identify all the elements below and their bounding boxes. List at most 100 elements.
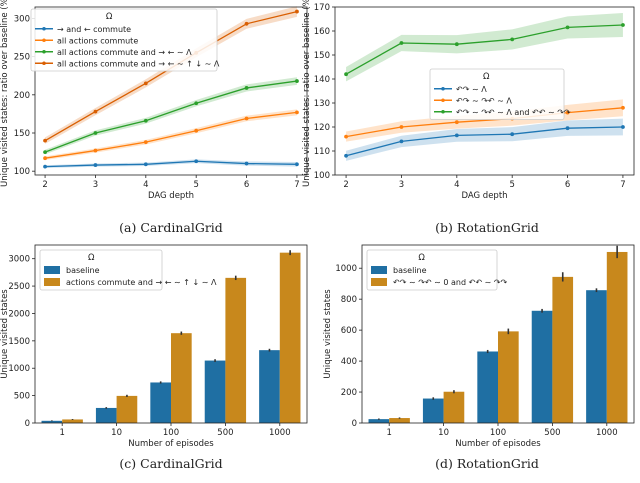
series-2-point	[454, 42, 459, 47]
plot-frame	[334, 6, 635, 176]
y-tick-label: 120	[314, 123, 330, 133]
series-2-point	[43, 150, 47, 154]
series-2-point	[621, 23, 625, 27]
series-0-point	[244, 161, 249, 166]
series-3-point	[295, 9, 299, 14]
series-1-point	[295, 110, 299, 115]
series-0-bar	[531, 310, 553, 423]
series-0-bar	[368, 419, 390, 423]
y-tick-label: 2000	[8, 309, 30, 319]
series-2-point	[143, 118, 148, 123]
x-tick-label: 4	[143, 180, 148, 190]
series-0-bar	[259, 350, 280, 423]
caption-d: (d) RotationGrid	[435, 456, 539, 471]
y-tick-label: 200	[341, 388, 357, 398]
series-2-point	[565, 25, 570, 30]
legend-entry-label: ↶↷ ∼ ↷↶ ∼ Λ and ↶↶ ∼ ↷↷	[455, 108, 571, 117]
x-tick-label: 10	[111, 428, 122, 438]
x-tick-label: 3	[93, 180, 98, 190]
x-axis-label: Number of episodes	[128, 439, 214, 449]
series-1-bar	[606, 251, 628, 423]
series-1-line	[44, 111, 298, 159]
legend-swatch-patch	[44, 266, 60, 274]
x-axis-label: Number of episodes	[455, 439, 541, 449]
legend-entry-label: baseline	[66, 266, 100, 275]
y-tick-label: 160	[314, 27, 330, 37]
series-1-line	[345, 107, 623, 138]
legend-entry-label: → and ← commute	[57, 25, 131, 34]
series-3-point	[43, 138, 47, 143]
y-tick-label: 150	[14, 129, 30, 139]
series-0-point	[454, 133, 459, 138]
series-1-bar	[552, 276, 574, 423]
x-axis-label: DAG depth	[148, 191, 194, 201]
series-1-bar	[443, 391, 465, 423]
x-tick-label: 500	[544, 428, 560, 438]
legend-box	[39, 249, 163, 291]
series-1-point	[143, 140, 148, 145]
series-1-point	[565, 110, 570, 115]
series-1-point	[621, 105, 625, 110]
x-tick-label: 6	[244, 180, 249, 190]
y-tick-label: 400	[341, 357, 357, 367]
legend-entry-label: ↶↷ ∼ Λ	[455, 85, 487, 94]
series-2-point	[344, 72, 348, 77]
series-2-point	[244, 86, 249, 90]
series-1-bar	[498, 331, 519, 423]
legend-title: Ω	[88, 253, 95, 263]
y-tick-label: 1000	[335, 264, 357, 274]
x-tick-label: 7	[294, 180, 299, 190]
y-axis-label: Unique visited states: ratio over baseli…	[302, 0, 312, 187]
y-tick-label: 600	[341, 326, 357, 336]
y-tick-label: 300	[14, 14, 30, 24]
caption-b: (b) RotationGrid	[435, 220, 539, 235]
series-2-point	[93, 131, 98, 135]
series-1-point	[93, 148, 98, 153]
panel-d-rotationgrid-bar-chart: 0 200 400 600 800 1000 1 10 100 500 1000 Number of …	[323, 244, 635, 449]
series-1-bar	[62, 419, 83, 423]
series-3-point	[93, 109, 98, 114]
y-axis-label: Unique visited states: ratio over baseli…	[0, 0, 10, 187]
legend-swatch-patch	[44, 278, 60, 286]
y-tick-label: 1000	[8, 364, 30, 374]
x-tick-label: 2	[42, 180, 47, 190]
panel-a-cardinalgrid-line-chart: 100 150 200 250 300 2 3 4 5 6 7 DAG depth Unique vis…	[0, 0, 308, 201]
y-tick-label: 800	[341, 295, 357, 305]
legend-swatch-marker	[441, 109, 445, 114]
x-tick-label: 5	[193, 180, 198, 190]
series-1-point	[194, 128, 199, 133]
series-0-bar	[95, 407, 117, 423]
legend-box	[429, 68, 565, 120]
legend-entry-label: all actions commute	[57, 36, 138, 45]
x-tick-label: 100	[490, 428, 506, 438]
y-axis-label: Unique visited states	[323, 289, 333, 379]
legend-swatch-marker	[42, 61, 46, 66]
x-tick-label: 1	[59, 428, 64, 438]
series-2-point	[399, 41, 404, 45]
series-0-point	[43, 164, 47, 169]
series-1-bar	[171, 333, 192, 423]
series-0-point	[565, 126, 570, 131]
y-tick-label: 1500	[8, 337, 30, 347]
legend-title: Ω	[418, 253, 425, 263]
series-0-bar	[586, 290, 607, 423]
legend-title: Ω	[483, 72, 490, 82]
legend-entry-label: actions commute and → ← ∼ ↑ ↓ ∼ Λ	[66, 278, 217, 287]
legend-swatch-patch	[371, 278, 387, 286]
x-axis-label: DAG depth	[461, 191, 507, 201]
series-2-line	[44, 80, 298, 153]
legend-swatch-marker	[42, 26, 46, 31]
x-tick-label: 4	[454, 180, 459, 190]
y-tick-label: 150	[314, 51, 330, 61]
series-3-point	[143, 81, 148, 86]
x-tick-label: 1	[386, 428, 391, 438]
legend-swatch-patch	[371, 266, 387, 274]
series-0-bar	[150, 382, 171, 423]
y-tick-label: 100	[14, 167, 30, 177]
panel-b-rotationgrid-line-chart: 100 110 120 130 140 150 160 170 2 3 4 5 6 7 DAG depth U…	[302, 0, 635, 201]
legend-swatch-marker	[441, 86, 445, 91]
legend-entry-label: ↶↷ ∼ ↷↶ ∼ Λ	[455, 96, 512, 105]
series-0-point	[510, 132, 515, 137]
series-1-point	[244, 116, 249, 121]
x-tick-label: 3	[399, 180, 404, 190]
